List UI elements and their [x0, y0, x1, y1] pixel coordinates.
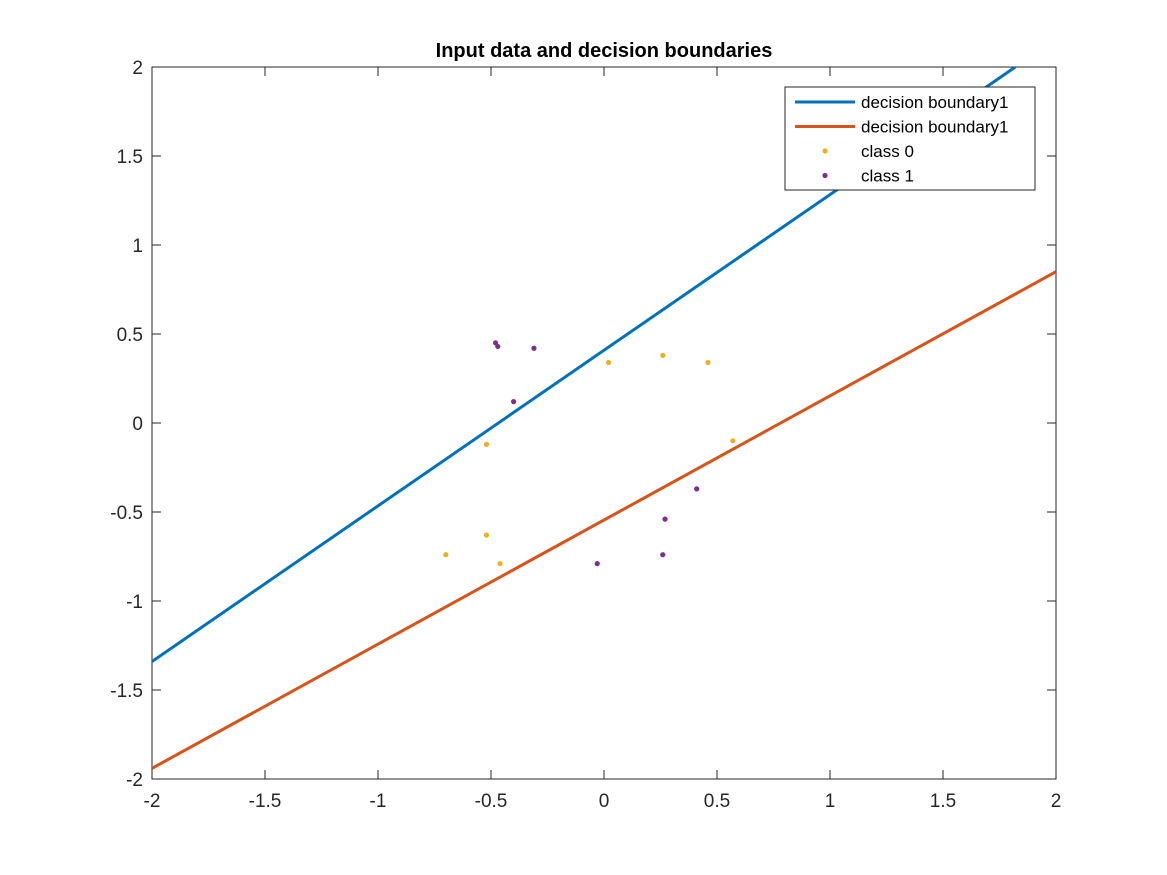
y-tick-label: -2 — [126, 770, 143, 791]
x-tick-label: 1.5 — [930, 791, 956, 812]
scatter-point — [495, 343, 501, 350]
x-tick-label: -1.5 — [249, 791, 282, 812]
scatter-point — [443, 552, 449, 558]
y-tick-label: -1.5 — [110, 681, 143, 702]
scatter-point — [594, 561, 600, 567]
x-tick-label: -0.5 — [475, 791, 508, 812]
scatter-point — [694, 486, 700, 492]
y-tick-label: 2 — [132, 58, 143, 79]
series-line — [152, 270, 1056, 770]
scatter-point — [705, 359, 711, 366]
scatter-point — [510, 399, 517, 405]
legend-dot-swatch — [822, 172, 828, 179]
y-tick-label: -0.5 — [110, 503, 143, 524]
scatter-point — [483, 532, 490, 538]
legend-label: class 0 — [861, 142, 914, 161]
y-tick-label: 0 — [132, 414, 143, 435]
scatter-point — [605, 359, 612, 366]
scatter-point — [660, 352, 666, 358]
y-tick-label: 1 — [132, 236, 143, 257]
legend-box — [784, 86, 1036, 191]
scatter-point — [660, 552, 666, 558]
scatter-point — [531, 345, 537, 351]
legend-dot-swatch — [822, 148, 828, 154]
x-tick-label: 0 — [599, 791, 610, 812]
legend-label: class 1 — [861, 167, 914, 186]
scatter-point — [662, 516, 668, 522]
y-tick-label: 1.5 — [117, 147, 143, 168]
chart-title: Input data and decision boundaries — [436, 40, 773, 62]
scatter-point — [497, 561, 503, 567]
x-tick-label: -2 — [144, 791, 161, 812]
x-tick-label: -1 — [370, 791, 387, 812]
x-tick-label: 0.5 — [704, 791, 730, 812]
x-tick-label: 2 — [1051, 791, 1062, 812]
scatter-point — [483, 441, 490, 447]
y-tick-label: -1 — [126, 592, 143, 613]
legend-label: decision boundary1 — [861, 93, 1008, 112]
y-tick-label: 0.5 — [117, 325, 143, 346]
legend-label: decision boundary1 — [861, 118, 1008, 137]
legend: decision boundary1 decision boundary1 clas… — [784, 86, 1036, 191]
scatter-point — [730, 438, 736, 444]
x-tick-label: 1 — [825, 791, 836, 812]
